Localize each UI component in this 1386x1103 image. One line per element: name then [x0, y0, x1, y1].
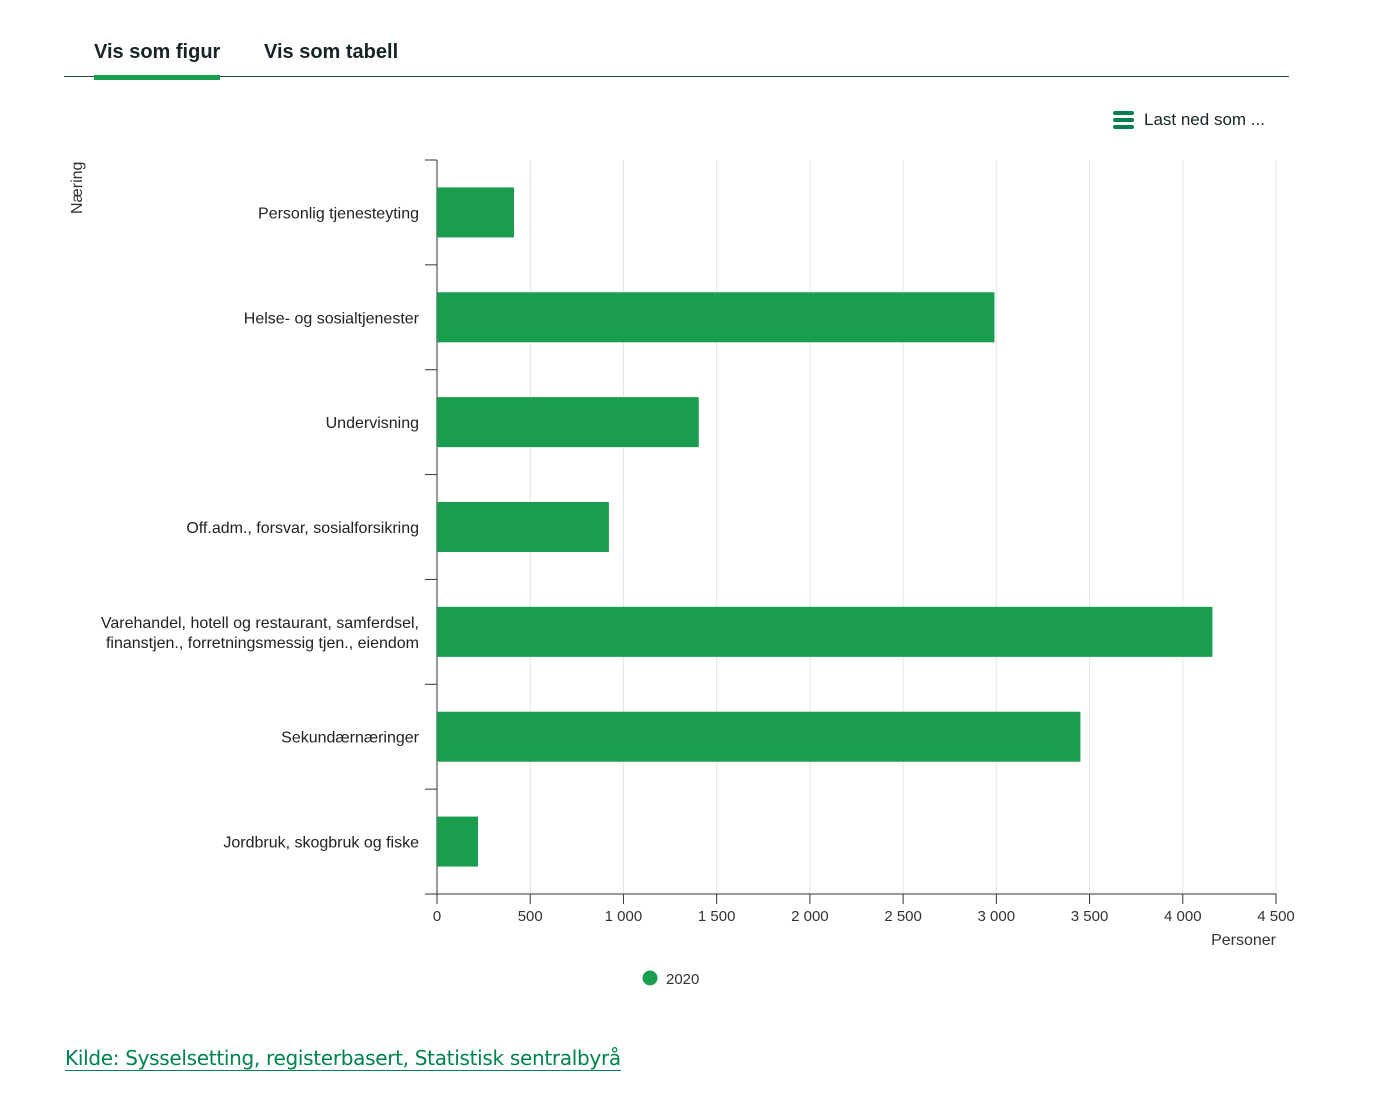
- bar: [437, 187, 515, 238]
- x-tick-label: 1 000: [605, 908, 643, 925]
- category-label: Jordbruk, skogbruk og fiske: [223, 835, 419, 852]
- tab-table[interactable]: Vis som tabell: [264, 41, 399, 63]
- bar: [437, 816, 479, 867]
- category-label: Personlig tjenesteyting: [258, 205, 419, 222]
- menu-icon: [1113, 111, 1134, 129]
- category-label: finanstjen., forretningsmessig tjen., ei…: [106, 635, 419, 652]
- category-label: Undervisning: [326, 415, 419, 432]
- legend-marker: [642, 970, 658, 986]
- bar: [437, 397, 699, 448]
- download-label: Last ned som ...: [1144, 110, 1265, 129]
- view-tabs: Vis som figur Vis som tabell: [64, 0, 1289, 80]
- category-label: Off.adm., forsvar, sosialforsikring: [186, 520, 419, 537]
- source-link[interactable]: Kilde: Sysselsetting, registerbasert, St…: [65, 1046, 621, 1071]
- x-tick-label: 2 000: [791, 908, 829, 925]
- x-tick-label: 3 000: [978, 908, 1016, 925]
- y-axis-title: Næring: [69, 162, 86, 214]
- x-tick-label: 500: [518, 908, 543, 925]
- x-tick-label: 4 500: [1257, 908, 1295, 925]
- x-tick-label: 1 500: [698, 908, 736, 925]
- bar: [437, 711, 1081, 762]
- x-axis-title: Personer: [1211, 932, 1277, 949]
- x-tick-label: 4 000: [1164, 908, 1202, 925]
- tab-figure[interactable]: Vis som figur: [94, 41, 221, 80]
- bar: [437, 292, 995, 343]
- bar: [437, 502, 609, 552]
- bar: [437, 606, 1213, 657]
- x-tick-label: 2 500: [884, 908, 922, 925]
- download-button[interactable]: Last ned som ...: [1113, 110, 1265, 130]
- x-tick-label: 0: [433, 908, 441, 925]
- legend-label: 2020: [666, 971, 699, 988]
- x-tick-label: 3 500: [1071, 908, 1109, 925]
- category-label: Helse- og sosialtjenester: [244, 310, 420, 327]
- category-label: Sekundærnæringer: [281, 730, 420, 747]
- category-label: Varehandel, hotell og restaurant, samfer…: [101, 615, 419, 632]
